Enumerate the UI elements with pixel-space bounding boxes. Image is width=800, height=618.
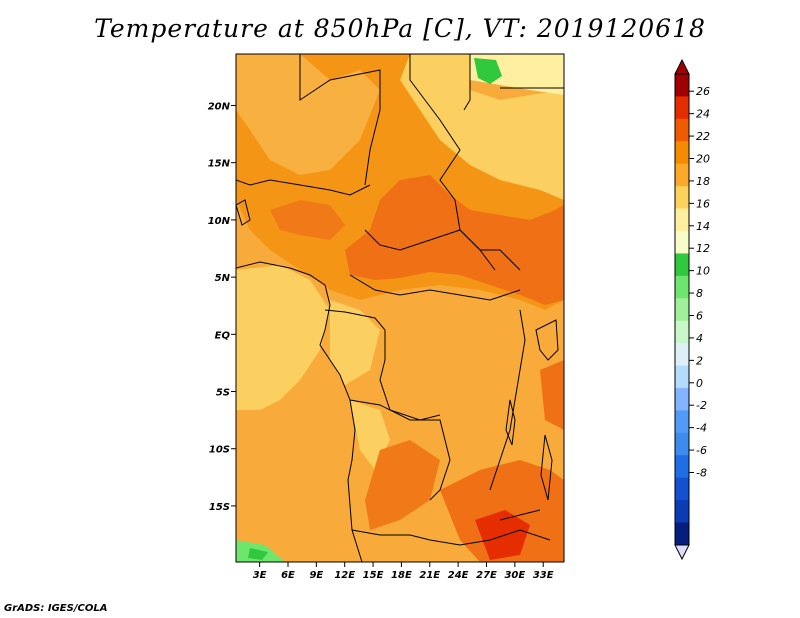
- colorbar-label: 2: [696, 354, 703, 367]
- colorbar-arrow-bottom: [674, 544, 690, 561]
- colorbar-label: 12: [696, 242, 710, 255]
- colorbar-label: -8: [696, 467, 707, 480]
- latitude-axis: 20N 15N 10N 5N EQ 5S 10S 15S: [208, 101, 236, 513]
- field-24-26-south: [475, 510, 530, 560]
- map-title: Temperature at 850hPa [C], VT: 201912061…: [94, 14, 706, 43]
- lat-tick-label: 5N: [215, 273, 231, 284]
- colorbar-segment: [675, 141, 689, 165]
- longitude-axis: 3E 6E 9E 12E 15E 18E 21E 24E 27E 30E 33E: [253, 562, 554, 581]
- lat-tick-label: 10S: [209, 445, 230, 456]
- border-car-north: [364, 229, 521, 271]
- colorbar-segment: [675, 298, 689, 322]
- lon-tick-label: 18E: [391, 570, 412, 581]
- colorbar-arrow-top: [674, 58, 690, 75]
- border-east-africa: [489, 309, 526, 491]
- lon-tick-label: 24E: [448, 570, 469, 581]
- colorbar-segment: [675, 455, 689, 479]
- colorbar-segment: [675, 477, 689, 501]
- field-12-14-southwest: [248, 548, 268, 560]
- colorbar-label: 10: [696, 265, 710, 278]
- colorbar-label: 22: [696, 130, 710, 143]
- lake-malawi: [540, 434, 553, 501]
- lat-tick-label: EQ: [215, 330, 231, 341]
- map-frame: [235, 53, 565, 563]
- country-borders: [236, 54, 564, 562]
- colorbar-segment: [675, 118, 689, 142]
- lon-tick-label: 27E: [476, 570, 497, 581]
- field-22-24-east: [540, 360, 564, 430]
- lon-tick-label: 15E: [363, 570, 384, 581]
- lon-tick-label: 3E: [253, 570, 267, 581]
- colorbar-label: 0: [696, 377, 703, 390]
- temperature-field: [236, 54, 564, 562]
- colorbar-segment: [675, 231, 689, 254]
- colorbar-label: 20: [696, 153, 710, 166]
- colorbar-segment: [675, 253, 689, 277]
- field-16-18-northeast: [400, 54, 564, 200]
- border-namibia-botswana: [351, 529, 551, 546]
- lat-tick-label: 15S: [209, 502, 230, 513]
- border-west-coast: [236, 199, 251, 226]
- field-22-24-southwest: [365, 440, 440, 530]
- lon-tick-label: 12E: [334, 570, 355, 581]
- border-car-south: [349, 274, 521, 301]
- lake-tanganyika: [505, 399, 516, 446]
- colorbar-segment: [675, 74, 689, 97]
- lat-tick-label: 15N: [208, 159, 231, 170]
- field-12-14-patch-north: [474, 58, 502, 84]
- colorbar-segment: [675, 522, 689, 546]
- colorbar-segment: [675, 208, 689, 232]
- colorbar-label: 18: [696, 175, 710, 188]
- colorbar-segment: [675, 388, 689, 411]
- grads-credit: GrADS: IGES/COLA: [4, 603, 108, 614]
- lon-tick-label: 30E: [504, 570, 525, 581]
- colorbar-label: 16: [696, 197, 710, 210]
- field-16-18-coast: [236, 265, 330, 410]
- field-22-24-central: [345, 175, 564, 305]
- field-22-24-west: [270, 200, 345, 240]
- field-16-18-equator: [330, 300, 380, 385]
- lon-tick-label: 33E: [533, 570, 554, 581]
- colorbar-label: 6: [696, 310, 703, 323]
- colorbar-segment: [675, 163, 689, 187]
- colorbar-segment: [675, 186, 689, 210]
- lake-kariba: [499, 509, 541, 521]
- border-angola: [349, 399, 451, 501]
- colorbar-label: -4: [696, 422, 707, 435]
- colorbar-label: 26: [696, 85, 710, 98]
- colorbar-segment: [675, 410, 689, 434]
- border-egypt-libya: [463, 54, 471, 111]
- border-niger-chad: [299, 54, 381, 186]
- colorbar-label: 14: [696, 220, 710, 233]
- lon-tick-label: 6E: [281, 570, 295, 581]
- colorbar-label: 8: [696, 287, 703, 300]
- colorbar-segment: [675, 320, 689, 344]
- coastline-west: [236, 261, 363, 562]
- colorbar-segment: [675, 500, 689, 524]
- border-sahel: [236, 179, 371, 196]
- colorbar-label: 4: [696, 332, 703, 345]
- colorbar-segment: [675, 365, 689, 389]
- lon-tick-label: 9E: [309, 570, 323, 581]
- colorbar-label: -6: [696, 444, 707, 457]
- lon-tick-label: 21E: [419, 570, 440, 581]
- colorbar-label: -2: [696, 399, 707, 412]
- colorbar-segment: [675, 432, 689, 456]
- lat-tick-label: 20N: [208, 101, 231, 112]
- colorbar-segment: [675, 343, 689, 367]
- border-congo: [324, 309, 441, 421]
- lat-tick-label: 5S: [216, 388, 230, 399]
- colorbar-label: 24: [696, 108, 710, 121]
- colorbar-segment: [675, 275, 689, 299]
- lake-victoria: [535, 319, 559, 361]
- colorbar-segment: [675, 96, 689, 120]
- lat-tick-label: 10N: [208, 216, 231, 227]
- field-18-20-sahara: [236, 54, 380, 175]
